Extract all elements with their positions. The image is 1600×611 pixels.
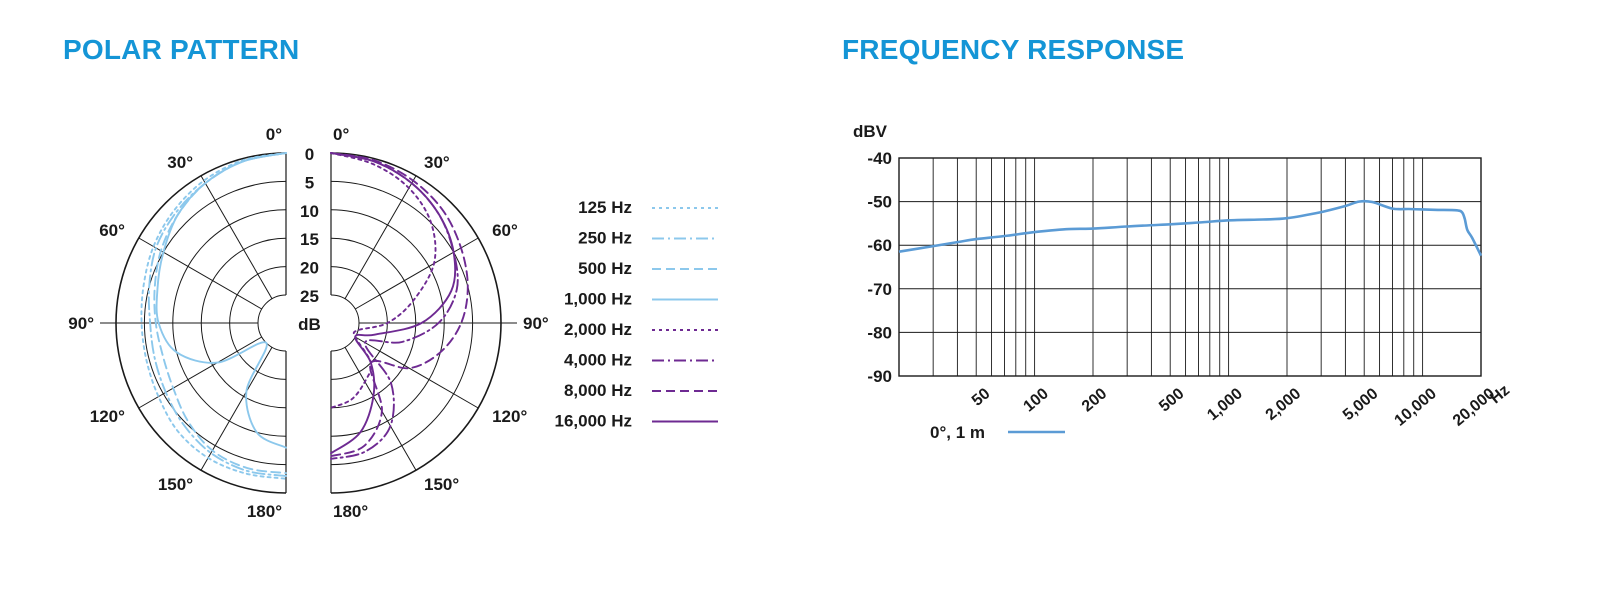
freq-xunit: Hz <box>1487 382 1513 408</box>
polar-grid-left <box>100 152 287 494</box>
polar-spoke <box>138 336 263 409</box>
freq-xtick-label: 10,000 <box>1391 385 1439 430</box>
polar-pattern-chart: 0° 0° 30° 30° 60° 60° 90° 90° 120° 120° 150° 150° 18… <box>68 125 718 521</box>
polar-angle-label: 90° <box>523 314 549 333</box>
freq-xtick-label: 500 <box>1156 385 1187 415</box>
polar-angle-label: 120° <box>492 407 527 426</box>
freq-xtick-label: 200 <box>1079 385 1110 415</box>
polar-legend-label: 1,000 Hz <box>564 290 632 309</box>
polar-legend-label: 4,000 Hz <box>564 351 632 370</box>
freq-ytick-label: -80 <box>867 323 892 342</box>
polar-legend-label: 250 Hz <box>578 229 632 248</box>
polar-angle-label: 0° <box>266 125 282 144</box>
freq-xtick-label: 5,000 <box>1340 385 1382 424</box>
freq-xtick-label: 1,000 <box>1204 385 1246 424</box>
polar-spoke <box>344 346 417 471</box>
freq-ytick-label: -70 <box>867 280 892 299</box>
polar-spoke <box>138 237 263 310</box>
polar-angle-label: 180° <box>247 502 282 521</box>
polar-series-8000hzhz <box>330 152 469 458</box>
polar-spoke <box>200 175 273 300</box>
polar-radial-label: 15 <box>300 230 319 249</box>
polar-radial-label: 5 <box>305 173 314 192</box>
polar-angle-label: 0° <box>333 125 349 144</box>
freq-xtick-label: 50 <box>969 385 994 410</box>
frequency-response-title: FREQUENCY RESPONSE <box>842 34 1185 65</box>
freq-ytick-label: -40 <box>867 149 892 168</box>
polar-angle-label: 60° <box>492 221 518 240</box>
polar-angle-label: 180° <box>333 502 368 521</box>
polar-spoke <box>354 336 479 409</box>
polar-angle-label: 30° <box>167 153 193 172</box>
freq-plot-frame <box>898 157 1482 377</box>
polar-pattern-title: POLAR PATTERN <box>63 34 300 65</box>
polar-legend-label: 2,000 Hz <box>564 320 632 339</box>
freq-xtick-label: 20,000 <box>1450 385 1498 430</box>
freq-xtick-label: 100 <box>1021 385 1052 415</box>
polar-series-2000hzhz <box>330 152 437 409</box>
polar-radial-unit: dB <box>298 315 321 334</box>
polar-radial-label: 10 <box>300 202 319 221</box>
polar-spoke <box>344 175 417 300</box>
polar-radial-label: 0 <box>305 145 314 164</box>
polar-angle-label: 150° <box>424 475 459 494</box>
freq-series-0deg-1m <box>898 199 1483 257</box>
polar-legend-label: 8,000 Hz <box>564 381 632 400</box>
polar-angle-label: 150° <box>158 475 193 494</box>
polar-radial-label: 25 <box>300 287 319 306</box>
polar-series-250hzhz <box>147 152 287 477</box>
freq-ylabel: dBV <box>853 122 888 141</box>
polar-series-16000hzhz <box>330 152 457 455</box>
freq-legend-label: 0°, 1 m <box>930 423 985 442</box>
freq-xtick-label: 2,000 <box>1263 385 1305 424</box>
polar-angle-label: 90° <box>68 314 94 333</box>
polar-angle-label: 60° <box>99 221 125 240</box>
polar-radial-label: 20 <box>300 259 319 278</box>
polar-series-1000hzhz <box>155 152 287 449</box>
freq-grid <box>898 157 1482 377</box>
freq-ytick-label: -50 <box>867 193 892 212</box>
polar-legend-label: 125 Hz <box>578 198 632 217</box>
freq-ytick-label: -60 <box>867 236 892 255</box>
polar-series-125hzhz <box>140 152 287 480</box>
polar-grid-right <box>330 152 517 494</box>
freq-ytick-label: -90 <box>867 367 892 386</box>
polar-angle-label: 120° <box>90 407 125 426</box>
polar-ring <box>330 294 360 352</box>
polar-legend-label: 500 Hz <box>578 259 632 278</box>
polar-legend-label: 16,000 Hz <box>555 412 633 431</box>
polar-spoke <box>354 237 479 310</box>
polar-angle-label: 30° <box>424 153 450 172</box>
polar-series-4000hzhz <box>330 152 459 460</box>
